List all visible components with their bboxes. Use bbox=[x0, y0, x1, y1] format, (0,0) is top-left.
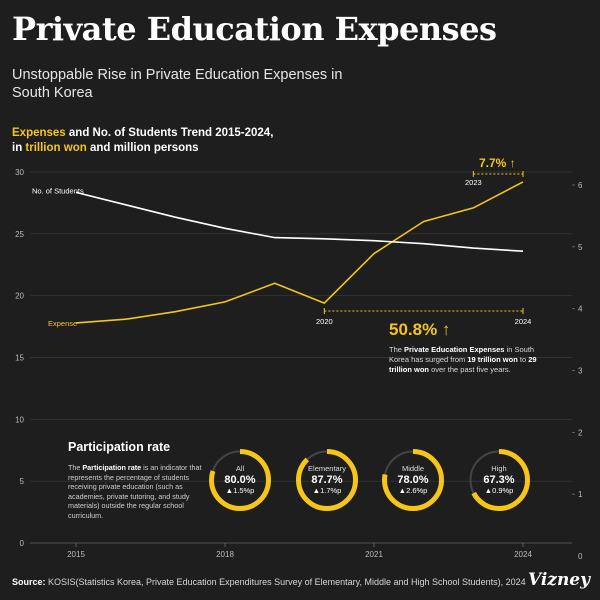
part-desc-2: is an indicator that represents the perc… bbox=[68, 463, 202, 520]
ring-label: All bbox=[236, 464, 245, 473]
y-right-tick-label: 3 bbox=[578, 367, 583, 376]
source-text: KOSIS(Statistics Korea, Private Educatio… bbox=[45, 577, 526, 587]
y-left-tick-label: 30 bbox=[15, 168, 24, 177]
ring-change: ▲0.9%p bbox=[485, 486, 514, 495]
growth-5yr-from-label: 2020 bbox=[316, 317, 333, 326]
y-right-tick-label: 4 bbox=[578, 305, 583, 314]
ring-change: ▲1.5%p bbox=[226, 486, 255, 495]
chart-heading-persons: and million persons bbox=[86, 142, 199, 154]
growth-1yr-value: 7.7% ↑ bbox=[479, 156, 516, 170]
ann-bold-1: Private Education Expenses bbox=[404, 345, 505, 354]
chart-heading: Expenses and No. of Students Trend 2015-… bbox=[12, 126, 432, 156]
ring-value: 87.7% bbox=[311, 474, 342, 486]
part-desc-bold: Participation rate bbox=[82, 463, 142, 472]
chart-heading-in: in bbox=[12, 142, 26, 154]
y-left-tick-label: 0 bbox=[20, 539, 25, 548]
series-label-students: No. of Students bbox=[32, 186, 84, 195]
ring-label: High bbox=[491, 464, 506, 473]
ring-change: ▲1.7%p bbox=[313, 486, 342, 495]
ann-bold-3: 29 trillion won bbox=[389, 355, 537, 374]
y-right-tick-label: 0 bbox=[578, 552, 583, 561]
chart-heading-expenses: Expenses bbox=[12, 127, 66, 139]
ring-value: 67.3% bbox=[483, 474, 514, 486]
x-tick-label: 2018 bbox=[216, 550, 234, 559]
ann-text-2: in South Korea has surged from bbox=[389, 345, 535, 364]
y-left-tick-label: 10 bbox=[15, 415, 24, 424]
ann-text-4: over the past five years. bbox=[429, 365, 511, 374]
growth-5yr-value: 50.8% ↑ bbox=[389, 320, 450, 339]
ann-bold-2: 19 trillion won bbox=[467, 355, 518, 364]
ring-progress-elementary bbox=[296, 449, 358, 511]
series-line-0 bbox=[75, 181, 524, 324]
ring-progress-all bbox=[209, 449, 271, 511]
page-subtitle: Unstoppable Rise in Private Education Ex… bbox=[12, 67, 343, 101]
growth-5yr-to-label: 2024 bbox=[515, 317, 532, 326]
ring-change: ▲2.6%p bbox=[399, 486, 428, 495]
ann-text-3: to bbox=[517, 355, 529, 364]
participation-description: The Participation rate is an indicator t… bbox=[68, 463, 206, 520]
chart-heading-unit: trillion won bbox=[25, 142, 87, 154]
ring-label: Middle bbox=[402, 464, 424, 473]
source-label: Source: bbox=[12, 577, 46, 587]
chart-heading-trend: and No. of Students Trend 2015-2024, bbox=[65, 127, 274, 139]
ring-value: 80.0% bbox=[224, 474, 255, 486]
ring-progress-middle bbox=[382, 449, 444, 511]
y-left-tick-label: 25 bbox=[15, 230, 24, 239]
series-label-expense: Expense bbox=[48, 319, 77, 328]
growth-annotation-text: The Private Education Expenses in South … bbox=[389, 345, 549, 375]
growth-1yr-from-label: 2023 bbox=[465, 178, 482, 187]
ring-progress-high bbox=[468, 449, 530, 511]
y-left-tick-label: 20 bbox=[15, 292, 24, 301]
y-left-tick-label: 15 bbox=[15, 354, 24, 363]
ring-label: Elementary bbox=[308, 464, 346, 473]
y-right-tick-label: 6 bbox=[578, 181, 583, 190]
x-tick-label: 2024 bbox=[514, 550, 532, 559]
x-tick-label: 2021 bbox=[365, 550, 383, 559]
source-note: Source: KOSIS(Statistics Korea, Private … bbox=[12, 577, 532, 587]
y-left-tick-label: 5 bbox=[20, 477, 25, 486]
participation-title: Participation rate bbox=[68, 440, 171, 454]
ann-text-1: The bbox=[389, 345, 405, 354]
brand-logo: Vizney bbox=[527, 570, 590, 590]
y-right-tick-label: 1 bbox=[578, 490, 583, 499]
x-tick-label: 2015 bbox=[67, 550, 85, 559]
ring-value: 78.0% bbox=[397, 474, 428, 486]
page-title: Private Education Expenses bbox=[12, 10, 497, 48]
y-right-tick-label: 5 bbox=[578, 243, 583, 252]
part-desc-1: The bbox=[68, 463, 83, 472]
series-line-1 bbox=[75, 191, 524, 252]
y-right-tick-label: 2 bbox=[578, 428, 583, 437]
